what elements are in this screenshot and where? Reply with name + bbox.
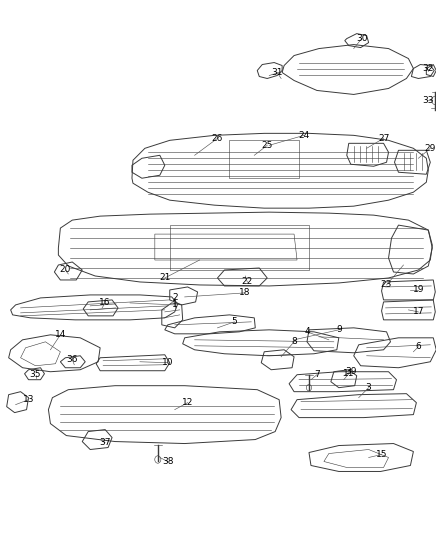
Text: 12: 12	[182, 398, 193, 407]
Text: 2: 2	[172, 294, 177, 302]
Text: 29: 29	[424, 144, 436, 153]
Text: 21: 21	[159, 273, 170, 282]
Text: 16: 16	[99, 298, 111, 308]
Text: 33: 33	[423, 96, 434, 105]
Text: 19: 19	[413, 286, 424, 294]
Text: 17: 17	[413, 308, 424, 317]
Text: 30: 30	[356, 34, 367, 43]
Text: 39: 39	[345, 367, 357, 376]
Text: 23: 23	[381, 280, 392, 289]
Text: 7: 7	[314, 370, 320, 379]
Text: 37: 37	[99, 438, 111, 447]
Text: 13: 13	[23, 395, 34, 404]
Text: 5: 5	[232, 317, 237, 326]
Text: 15: 15	[376, 450, 387, 459]
Text: 3: 3	[366, 383, 371, 392]
Text: 25: 25	[261, 141, 273, 150]
Text: 4: 4	[304, 327, 310, 336]
Text: 6: 6	[416, 342, 421, 351]
Text: 1: 1	[172, 301, 177, 309]
Text: 11: 11	[343, 369, 354, 378]
Text: 10: 10	[162, 358, 173, 367]
Text: 38: 38	[162, 457, 173, 466]
Text: 24: 24	[298, 131, 310, 140]
Text: 18: 18	[239, 288, 250, 297]
Text: 27: 27	[378, 134, 389, 143]
Text: 22: 22	[242, 278, 253, 286]
Text: 31: 31	[272, 68, 283, 77]
Text: 9: 9	[336, 325, 342, 334]
Text: 8: 8	[291, 337, 297, 346]
Text: 35: 35	[30, 370, 41, 379]
Text: 14: 14	[55, 330, 66, 340]
Text: 20: 20	[60, 265, 71, 274]
Text: 36: 36	[67, 356, 78, 364]
Text: 26: 26	[212, 134, 223, 143]
Text: 32: 32	[423, 64, 434, 73]
